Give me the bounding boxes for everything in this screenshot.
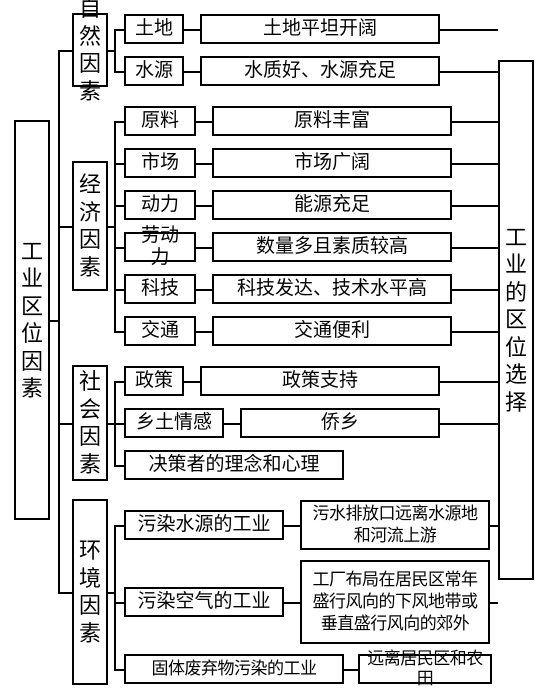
desc-solid: 远离居民区和农田 bbox=[358, 654, 492, 684]
root-stub bbox=[50, 320, 58, 322]
item-pol: 政策 bbox=[124, 366, 184, 396]
desc-wpol: 污水排放口远离水源地和河流上游 bbox=[300, 500, 490, 550]
br-item-tech bbox=[114, 289, 124, 291]
desc-dest-home bbox=[440, 423, 498, 425]
item-home: 乡土情感 bbox=[124, 408, 224, 438]
item-apol: 污染空气的工业 bbox=[124, 587, 284, 617]
link-root-nat bbox=[58, 50, 72, 52]
desc-apol: 工厂布局在居民区常年盛行风向的下风地带或垂直盛行风向的郊外 bbox=[300, 560, 490, 644]
desc-dest-wpol bbox=[490, 525, 498, 527]
br-item-home bbox=[114, 423, 124, 425]
item-desc-raw bbox=[196, 121, 212, 123]
desc-dest-raw bbox=[452, 121, 498, 123]
item-desc-solid bbox=[344, 669, 358, 671]
br-item-pol bbox=[114, 381, 124, 383]
desc-dest-water bbox=[440, 71, 498, 73]
desc-home: 侨乡 bbox=[240, 408, 440, 438]
bracket-econ bbox=[114, 121, 116, 331]
item-lab: 劳动力 bbox=[124, 232, 196, 262]
br-item-wpol bbox=[114, 525, 124, 527]
item-desc-water bbox=[184, 71, 200, 73]
br-item-lab bbox=[114, 247, 124, 249]
category-box-econ: 经济因素 bbox=[72, 161, 108, 291]
br-item-raw bbox=[114, 121, 124, 123]
link-root-soc bbox=[58, 423, 72, 425]
br-item-solid bbox=[114, 669, 124, 671]
item-desc-pow bbox=[196, 205, 212, 207]
item-tech: 科技 bbox=[124, 274, 196, 304]
br-item-mind bbox=[114, 465, 124, 467]
category-box-nat: 自然因素 bbox=[72, 13, 108, 87]
desc-raw: 原料丰富 bbox=[212, 106, 452, 136]
item-desc-tech bbox=[196, 289, 212, 291]
link-root-econ bbox=[58, 226, 72, 228]
item-desc-mkt bbox=[196, 163, 212, 165]
br-item-mkt bbox=[114, 163, 124, 165]
br-item-traf bbox=[114, 331, 124, 333]
item-water: 水源 bbox=[124, 56, 184, 86]
desc-traf: 交通便利 bbox=[212, 316, 452, 346]
destination-box: 工业的区位选择 bbox=[498, 60, 534, 580]
item-mkt: 市场 bbox=[124, 148, 196, 178]
br-item-water bbox=[114, 71, 124, 73]
br-item-land bbox=[114, 29, 124, 31]
item-desc-wpol bbox=[284, 525, 300, 527]
item-raw: 原料 bbox=[124, 106, 196, 136]
root-bracket-vert bbox=[58, 50, 60, 592]
item-desc-home bbox=[224, 423, 240, 425]
desc-dest-pow bbox=[452, 205, 498, 207]
item-desc-traf bbox=[196, 331, 212, 333]
desc-mkt: 市场广阔 bbox=[212, 148, 452, 178]
desc-dest-tech bbox=[452, 289, 498, 291]
item-pow: 动力 bbox=[124, 190, 196, 220]
desc-tech: 科技发达、技术水平高 bbox=[212, 274, 452, 304]
category-box-soc: 社会因素 bbox=[72, 365, 108, 481]
bracket-nat bbox=[114, 29, 116, 71]
desc-lab: 数量多且素质较高 bbox=[212, 232, 452, 262]
desc-water: 水质好、水源充足 bbox=[200, 56, 440, 86]
item-wpol: 污染水源的工业 bbox=[124, 510, 284, 540]
root-box: 工业区位因素 bbox=[14, 120, 50, 520]
br-item-pow bbox=[114, 205, 124, 207]
desc-dest-apol bbox=[490, 602, 498, 604]
bracket-env bbox=[114, 525, 116, 669]
item-desc-lab bbox=[196, 247, 212, 249]
desc-dest-traf bbox=[452, 331, 498, 333]
desc-dest-lab bbox=[452, 247, 498, 249]
desc-land: 土地平坦开阔 bbox=[200, 14, 440, 44]
category-box-env: 环境因素 bbox=[72, 499, 108, 685]
item-traf: 交通 bbox=[124, 316, 196, 346]
desc-dest-land bbox=[440, 29, 498, 31]
desc-dest-pol bbox=[440, 381, 498, 383]
item-desc-apol bbox=[284, 602, 300, 604]
item-desc-land bbox=[184, 29, 200, 31]
br-item-apol bbox=[114, 602, 124, 604]
item-solid: 固体废弃物污染的工业 bbox=[124, 654, 344, 684]
item-land: 土地 bbox=[124, 14, 184, 44]
desc-pow: 能源充足 bbox=[212, 190, 452, 220]
item-mind: 决策者的理念和心理 bbox=[124, 450, 344, 480]
link-root-env bbox=[58, 592, 72, 594]
desc-pol: 政策支持 bbox=[200, 366, 440, 396]
item-desc-pol bbox=[184, 381, 200, 383]
desc-dest-mkt bbox=[452, 163, 498, 165]
